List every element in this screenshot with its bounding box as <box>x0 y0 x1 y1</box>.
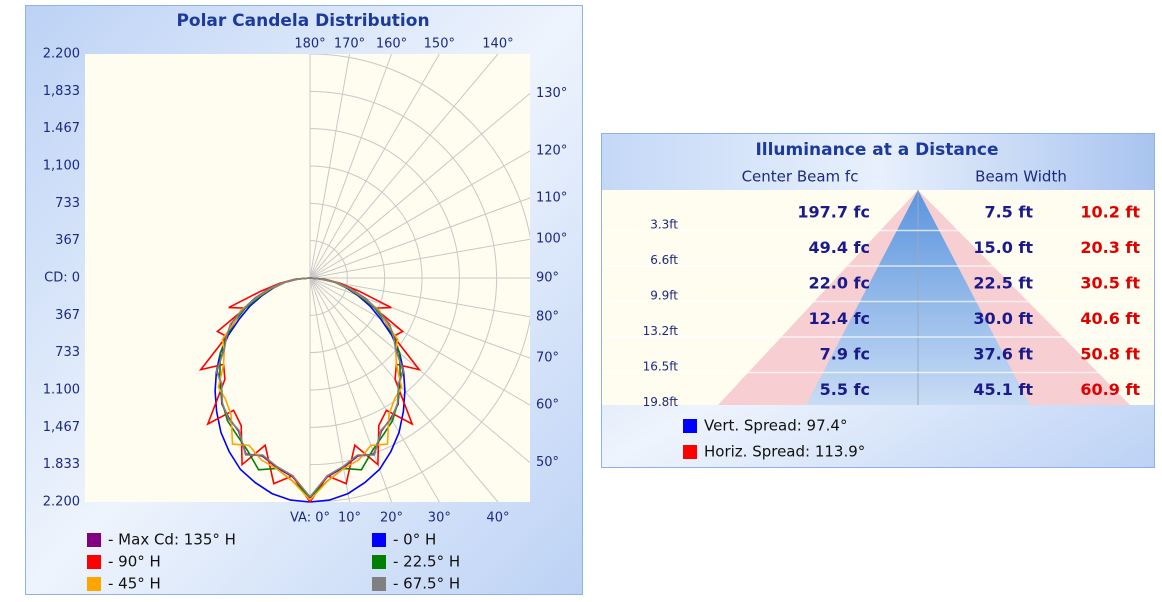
series-line <box>309 277 405 498</box>
legend-swatch <box>87 577 101 591</box>
legend-swatch <box>372 533 386 547</box>
vert-width-value: 45.1 ft <box>973 380 1033 399</box>
chart-title: Polar Candela Distribution <box>176 11 429 31</box>
center-beam-value: 7.9 fc <box>820 345 870 364</box>
legend-label: Horiz. Spread: 113.9° <box>704 443 865 461</box>
legend-swatch <box>372 555 386 569</box>
grid-ray <box>309 53 350 279</box>
angle-tick-label: 160° <box>376 37 407 52</box>
legend-swatch <box>683 445 697 459</box>
center-beam-value: 5.5 fc <box>820 380 870 399</box>
legend-swatch <box>683 419 697 433</box>
r-tick-label: 367 <box>55 233 80 248</box>
horiz-width-value: 20.3 ft <box>1080 238 1140 257</box>
angle-tick-label: 130° <box>536 86 567 101</box>
r-tick-label: 1,100 <box>43 159 80 174</box>
vert-width-value: 15.0 ft <box>973 238 1033 257</box>
grid-ray <box>309 93 531 279</box>
r-tick-label: 1.100 <box>43 383 80 398</box>
grid-ray <box>309 277 531 318</box>
r-tick-label: 733 <box>55 196 80 211</box>
grid-ray <box>309 150 531 279</box>
r-tick-label: 1,467 <box>43 420 80 435</box>
horiz-width-value: 10.2 ft <box>1080 203 1140 222</box>
vert-width-value: 30.0 ft <box>973 309 1033 328</box>
angle-tick-label: 60° <box>536 398 559 413</box>
angle-tick-label: 110° <box>536 190 567 205</box>
r-tick-label: 1.467 <box>43 121 80 136</box>
legend-label: - 22.5° H <box>393 553 460 571</box>
column-header: Center Beam fc <box>742 168 859 186</box>
grid-ray <box>309 277 531 406</box>
grid-ray <box>309 53 499 279</box>
distance-label: 16.5ft <box>643 360 679 374</box>
horiz-width-value: 30.5 ft <box>1080 274 1140 293</box>
angle-tick-label: 140° <box>482 37 513 52</box>
horiz-width-value: 60.9 ft <box>1080 380 1140 399</box>
legend-label: - 0° H <box>393 531 436 549</box>
grid-ray <box>309 53 392 279</box>
distance-label: 3.3ft <box>650 218 678 232</box>
vert-width-value: 7.5 ft <box>984 203 1033 222</box>
legend-label: - 90° H <box>108 553 161 571</box>
angle-tick-label: 90° <box>536 271 559 286</box>
center-beam-value: 197.7 fc <box>797 203 870 222</box>
angle-tick-label: 70° <box>536 351 559 366</box>
angle-tick-label: 180° <box>294 37 325 52</box>
angle-tick-label: 150° <box>424 37 455 52</box>
distance-label: 6.6ft <box>650 253 678 267</box>
grid-ray <box>309 277 531 359</box>
legend-label: Vert. Spread: 97.4° <box>704 417 847 435</box>
vert-width-value: 37.6 ft <box>973 345 1033 364</box>
distance-label: 13.2ft <box>643 324 679 338</box>
legend-label: - 45° H <box>108 575 161 593</box>
r-tick-label: 1,833 <box>43 84 80 99</box>
grid-ray <box>309 197 531 279</box>
angle-tick-label: 20° <box>380 511 403 526</box>
r-tick-label: 2.200 <box>43 495 80 510</box>
grid-ray <box>309 277 440 503</box>
angle-tick-label: 120° <box>536 143 567 158</box>
center-beam-value: 49.4 fc <box>809 238 871 257</box>
angle-tick-label: VA: 0° <box>290 511 330 526</box>
r-tick-label: CD: 0 <box>44 271 80 286</box>
angle-tick-label: 50° <box>536 455 559 470</box>
r-tick-label: 2.200 <box>43 47 80 62</box>
distance-label: 9.9ft <box>650 289 678 303</box>
r-tick-label: 1.833 <box>43 457 80 472</box>
grid-ray <box>309 238 531 279</box>
r-tick-label: 733 <box>55 345 80 360</box>
grid-ray <box>309 277 350 503</box>
grid-ray <box>309 277 499 503</box>
angle-tick-label: 170° <box>334 37 365 52</box>
horiz-width-value: 50.8 ft <box>1080 345 1140 364</box>
legend-label: - 67.5° H <box>393 575 460 593</box>
illuminance-title: Illuminance at a Distance <box>755 140 998 160</box>
angle-tick-label: 10° <box>338 511 361 526</box>
angle-tick-label: 30° <box>428 511 451 526</box>
angle-tick-label: 40° <box>486 511 509 526</box>
angle-tick-label: 80° <box>536 309 559 324</box>
legend-label: - Max Cd: 135° H <box>108 531 236 549</box>
r-tick-label: 367 <box>55 308 80 323</box>
horiz-width-value: 40.6 ft <box>1080 309 1140 328</box>
header-band <box>602 134 1154 190</box>
distance-label: 19.8ft <box>643 395 679 409</box>
center-beam-value: 22.0 fc <box>809 274 871 293</box>
center-beam-value: 12.4 fc <box>809 309 871 328</box>
vert-width-value: 22.5 ft <box>973 274 1033 293</box>
legend-swatch <box>87 555 101 569</box>
column-header: Beam Width <box>975 168 1067 186</box>
legend-swatch <box>372 577 386 591</box>
series-line <box>215 277 311 498</box>
angle-tick-label: 100° <box>536 232 567 247</box>
grid-ray <box>309 53 440 279</box>
legend-swatch <box>87 533 101 547</box>
